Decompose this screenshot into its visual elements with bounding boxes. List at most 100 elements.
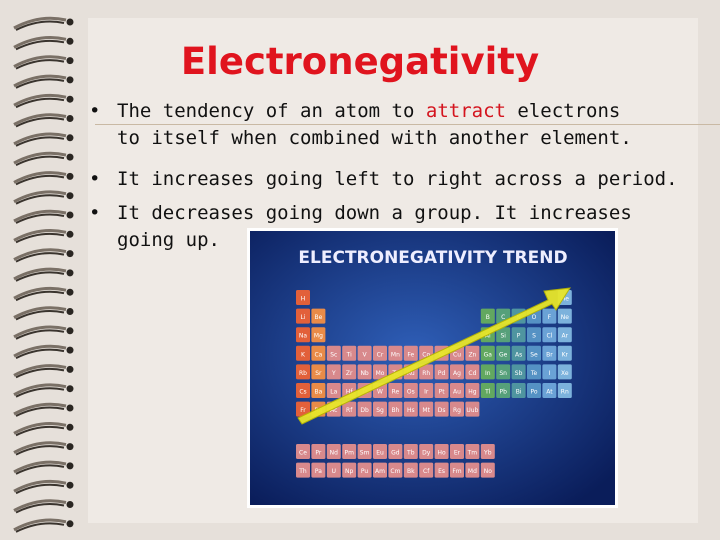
bullet-text: to itself when combined with another ele… bbox=[117, 127, 632, 149]
element-symbol: Nd bbox=[330, 450, 338, 457]
element-cell bbox=[296, 364, 310, 380]
element-symbol: Tm bbox=[467, 450, 478, 457]
element-cell bbox=[357, 444, 372, 459]
hole bbox=[66, 211, 74, 219]
element-symbol: Re bbox=[392, 389, 400, 396]
hole bbox=[66, 404, 74, 412]
element-cell bbox=[296, 290, 310, 305]
bullet-text: It decreases going down a group. It incr… bbox=[117, 202, 632, 224]
coil bbox=[15, 503, 65, 514]
coil bbox=[13, 55, 67, 68]
element-cell bbox=[542, 327, 557, 343]
element-symbol: Os bbox=[407, 389, 415, 396]
element-cell bbox=[311, 308, 326, 324]
slide-title: Electronegativity bbox=[180, 40, 540, 83]
hole bbox=[66, 172, 74, 180]
element-cell bbox=[296, 462, 310, 478]
element-symbol: Tl bbox=[484, 389, 491, 396]
coil bbox=[13, 190, 67, 204]
coil bbox=[15, 136, 65, 147]
coil bbox=[13, 209, 67, 223]
hole bbox=[66, 365, 74, 373]
element-symbol: F bbox=[548, 314, 552, 321]
element-cell bbox=[296, 345, 310, 361]
element-symbol: Bh bbox=[391, 407, 399, 414]
element-cell bbox=[434, 364, 449, 380]
element-symbol: Ho bbox=[438, 450, 447, 457]
element-cell bbox=[373, 364, 387, 380]
element-symbol: Pm bbox=[344, 450, 354, 457]
coil bbox=[15, 252, 65, 263]
element-symbol: At bbox=[546, 389, 553, 396]
coil bbox=[15, 367, 65, 379]
element-symbol: B bbox=[486, 314, 490, 321]
element-cell bbox=[311, 462, 326, 478]
element-symbol: Md bbox=[468, 468, 477, 475]
coil bbox=[13, 325, 67, 339]
element-cell bbox=[434, 444, 449, 459]
element-symbol: Pu bbox=[361, 468, 369, 475]
element-cell bbox=[388, 462, 403, 478]
element-cell bbox=[419, 364, 434, 380]
element-cell bbox=[373, 444, 387, 459]
element-symbol: Cu bbox=[453, 351, 461, 358]
element-symbol: He bbox=[561, 296, 570, 303]
element-cell bbox=[511, 364, 526, 380]
hole bbox=[66, 481, 74, 489]
element-cell bbox=[326, 345, 341, 361]
element-cell bbox=[373, 345, 387, 361]
element-symbol: Mo bbox=[376, 370, 385, 377]
element-symbol: Pd bbox=[438, 370, 446, 377]
figure-title: ELECTRONEGATIVITY TREND bbox=[298, 248, 567, 268]
coil bbox=[15, 232, 65, 244]
coil bbox=[13, 113, 67, 126]
element-cell bbox=[542, 345, 557, 361]
coil bbox=[15, 387, 65, 398]
coil bbox=[13, 441, 67, 454]
element-cell bbox=[434, 401, 449, 417]
element-symbol: Ir bbox=[424, 389, 429, 396]
element-symbol: Ga bbox=[484, 351, 493, 358]
element-cell bbox=[326, 364, 341, 380]
element-cell bbox=[542, 383, 557, 398]
element-cell bbox=[357, 401, 372, 417]
element-cell bbox=[403, 345, 418, 361]
element-symbol: Nb bbox=[360, 370, 368, 377]
coil bbox=[13, 229, 67, 242]
element-symbol: No bbox=[484, 468, 492, 475]
element-cell bbox=[342, 345, 357, 361]
coil bbox=[13, 344, 67, 358]
element-cell bbox=[557, 308, 572, 324]
element-symbol: Fm bbox=[452, 468, 461, 475]
element-cell bbox=[511, 383, 526, 398]
hole bbox=[66, 462, 74, 470]
element-cell bbox=[311, 327, 326, 343]
element-symbol: Te bbox=[530, 370, 538, 377]
element-symbol: Pb bbox=[499, 389, 507, 396]
element-symbol: Au bbox=[453, 389, 461, 396]
element-symbol: Db bbox=[360, 407, 369, 414]
coil bbox=[15, 522, 65, 533]
element-symbol: Cr bbox=[377, 351, 384, 358]
element-cell bbox=[296, 327, 310, 343]
element-symbol: Rb bbox=[299, 370, 307, 377]
hole bbox=[66, 115, 74, 122]
element-symbol: Ar bbox=[562, 333, 569, 340]
element-cell bbox=[496, 345, 511, 361]
element-cell bbox=[480, 444, 495, 459]
hole bbox=[66, 76, 74, 84]
element-symbol: Sn bbox=[499, 370, 507, 377]
element-cell bbox=[450, 383, 464, 398]
element-cell bbox=[403, 383, 418, 398]
element-cell bbox=[419, 462, 434, 478]
element-symbol: Mg bbox=[314, 333, 323, 340]
element-cell bbox=[296, 308, 310, 324]
element-symbol: Xe bbox=[561, 370, 569, 377]
hole bbox=[66, 269, 74, 277]
coil bbox=[13, 151, 67, 165]
coil bbox=[13, 306, 67, 319]
element-cell bbox=[542, 308, 557, 324]
element-cell bbox=[450, 444, 464, 459]
hole bbox=[66, 250, 74, 258]
